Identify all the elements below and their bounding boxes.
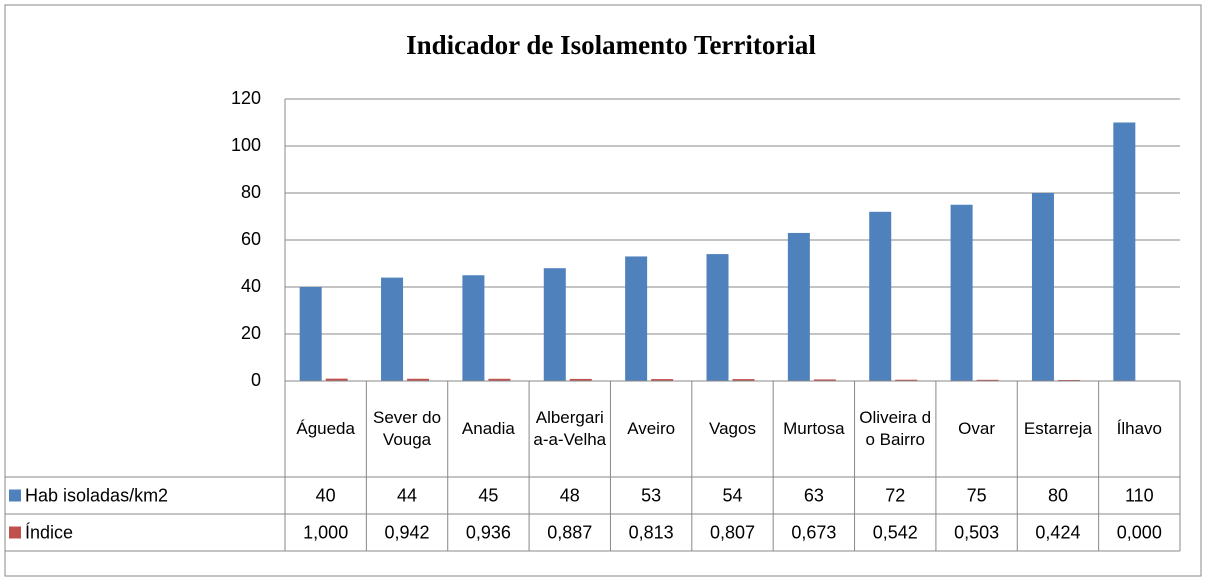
y-tick-label: 60 xyxy=(241,229,261,249)
x-tick-label: Estarreja xyxy=(1023,419,1092,438)
bar xyxy=(651,379,674,381)
legend-key xyxy=(9,526,21,539)
category-cell: Vagos xyxy=(709,419,756,438)
data-table-value: 72 xyxy=(885,485,905,505)
category-cell: Estarreja xyxy=(1023,419,1092,438)
x-tick-label: Águeda xyxy=(296,419,355,438)
data-table-value: 45 xyxy=(478,485,498,505)
category-cell: Águeda xyxy=(296,419,355,438)
category-cell: Ílhavo xyxy=(1116,419,1162,438)
data-table-value: 0,887 xyxy=(547,522,592,542)
data-table-value: 53 xyxy=(641,485,661,505)
category-cell: Sever do Vouga xyxy=(373,408,442,449)
x-tick-label: Ovar xyxy=(958,419,995,438)
x-tick-label: Anadia xyxy=(461,419,515,438)
bar xyxy=(813,379,836,381)
y-tick-label: 0 xyxy=(251,370,261,390)
data-table-value: 63 xyxy=(804,485,824,505)
data-table-value: 48 xyxy=(560,485,580,505)
bar xyxy=(732,379,755,381)
data-table-value: 80 xyxy=(1048,485,1068,505)
chart-title: Indicador de Isolamento Territorial xyxy=(406,30,816,60)
category-cell: Oliveira do Bairro xyxy=(859,408,932,449)
data-table-value: 75 xyxy=(967,485,987,505)
legend-label: Hab isoladas/km2 xyxy=(25,485,168,505)
y-tick-label: 120 xyxy=(231,88,261,108)
bar xyxy=(950,204,973,381)
x-tick-label: Sever do Vouga xyxy=(373,408,442,449)
bar xyxy=(569,378,592,381)
bar xyxy=(895,379,918,381)
x-tick-label: Albergaria-a-Velha xyxy=(533,408,607,449)
y-tick-label: 20 xyxy=(241,323,261,343)
x-tick-label: Aveiro xyxy=(627,419,676,438)
category-cell: Anadia xyxy=(461,419,515,438)
data-table-value: 0,936 xyxy=(466,522,511,542)
data-table-value: 0,942 xyxy=(385,522,430,542)
x-tick-label: Oliveira do Bairro xyxy=(859,408,932,449)
data-table-value: 1,000 xyxy=(303,522,348,542)
category-cell: Ovar xyxy=(958,419,995,438)
legend-key xyxy=(9,489,21,502)
bar xyxy=(299,287,322,381)
bar xyxy=(462,275,485,381)
bar xyxy=(488,378,511,381)
data-table-value: 0,000 xyxy=(1117,522,1162,542)
x-tick-label: Murtosa xyxy=(783,419,845,438)
bar xyxy=(325,378,348,381)
x-tick-label: Ílhavo xyxy=(1116,419,1162,438)
data-table-value: 0,673 xyxy=(791,522,836,542)
data-table-value: 0,542 xyxy=(873,522,918,542)
category-cell: Albergaria-a-Velha xyxy=(533,408,607,449)
bar xyxy=(787,232,810,381)
bar xyxy=(625,256,648,381)
bar xyxy=(976,379,999,381)
bar xyxy=(706,254,729,381)
bar xyxy=(543,268,566,381)
y-tick-label: 40 xyxy=(241,276,261,296)
data-table-value: 0,813 xyxy=(629,522,674,542)
data-table-value: 110 xyxy=(1125,485,1154,505)
data-table-value: 0,424 xyxy=(1035,522,1080,542)
bar xyxy=(869,211,892,381)
data-table-value: 44 xyxy=(397,485,417,505)
y-tick-label: 100 xyxy=(231,135,261,155)
bar xyxy=(381,277,404,381)
bar xyxy=(1113,122,1136,381)
y-tick-label: 80 xyxy=(241,182,261,202)
category-cell: Murtosa xyxy=(783,419,845,438)
x-tick-label: Vagos xyxy=(709,419,756,438)
data-table-value: 0,807 xyxy=(710,522,755,542)
bar xyxy=(1031,193,1054,381)
legend-label: Índice xyxy=(25,522,73,542)
data-table-value: 0,503 xyxy=(954,522,999,542)
data-table-value: 40 xyxy=(316,485,336,505)
category-cell: Aveiro xyxy=(627,419,676,438)
chart-border xyxy=(4,4,1202,577)
bar xyxy=(407,378,430,381)
data-table-value: 54 xyxy=(722,485,742,505)
